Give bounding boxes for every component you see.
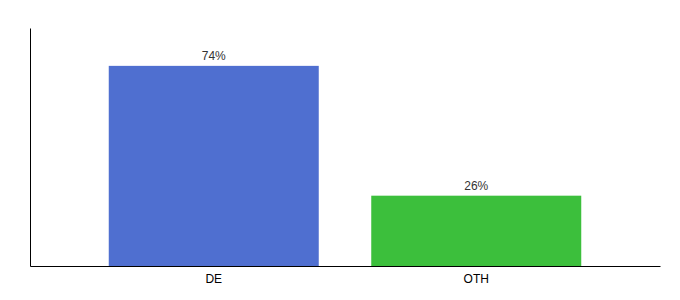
x-axis-line — [31, 266, 661, 267]
data-labels: 74% 26% — [202, 49, 489, 193]
bar — [371, 196, 581, 266]
bar — [109, 66, 319, 266]
x-tick: DE — [205, 272, 222, 286]
plot-area: DE OTH 74% 26% — [31, 29, 661, 287]
bars — [109, 66, 582, 266]
data-label: 26% — [464, 179, 488, 193]
x-tick-label: OTH — [464, 272, 489, 286]
y-axis-line — [30, 29, 31, 267]
x-tick: OTH — [464, 272, 489, 286]
x-axis: DE OTH — [31, 267, 661, 287]
chart-container: DE OTH 74% 26% — [0, 0, 680, 300]
data-label: 74% — [202, 49, 226, 63]
chart: DE OTH 74% 26% — [0, 0, 680, 300]
y-axis — [30, 29, 31, 267]
x-tick-label: DE — [205, 272, 222, 286]
